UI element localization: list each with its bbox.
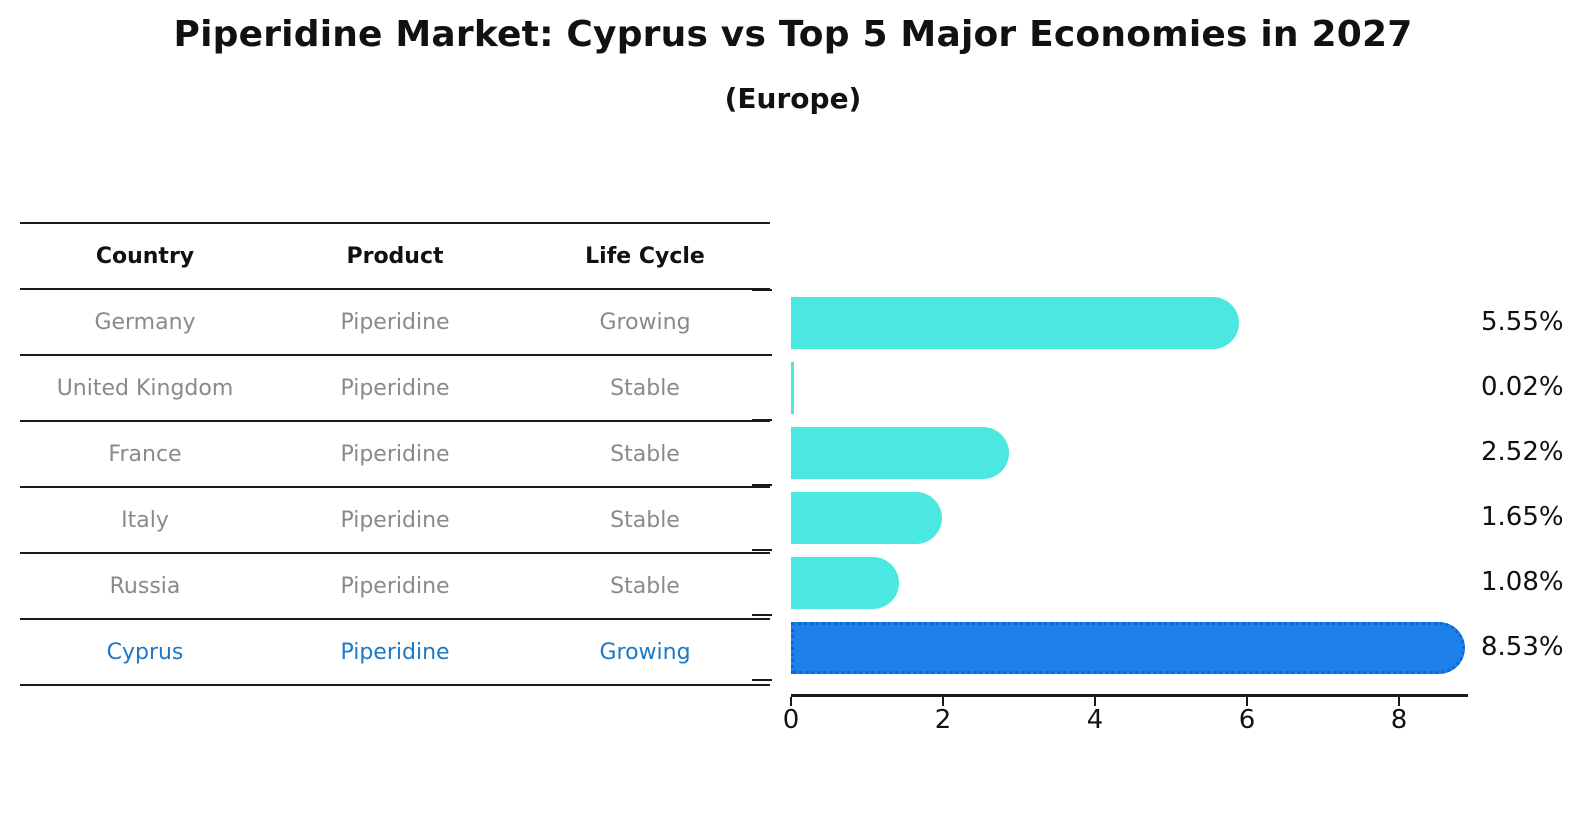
table-cell-life-cycle: Growing <box>599 639 691 665</box>
table-cell-product: Piperidine <box>340 441 450 467</box>
table-cell-product: Piperidine <box>340 309 450 335</box>
y-axis-tick <box>752 354 772 356</box>
table-cell-life-cycle: Stable <box>610 375 680 401</box>
table-body: Germany Piperidine Growing United Kingdo… <box>20 290 770 686</box>
bar-row <box>791 485 1468 550</box>
value-label: 5.55% <box>1481 307 1564 337</box>
x-axis-tick <box>1094 697 1096 706</box>
bar-row <box>791 550 1468 615</box>
x-axis-tick <box>942 697 944 706</box>
table-header-row: Country Product Life Cycle <box>20 224 770 290</box>
x-axis-tick-label: 2 <box>934 705 952 735</box>
bar-united-kingdom <box>791 361 794 414</box>
x-axis-tick <box>1246 697 1248 706</box>
value-labels: 5.55% 0.02% 2.52% 1.65% 1.08% 8.53% <box>1481 290 1564 680</box>
table-cell-life-cycle: Stable <box>610 441 680 467</box>
page-title: Piperidine Market: Cyprus vs Top 5 Major… <box>173 14 1413 55</box>
y-axis-tick <box>752 549 772 551</box>
table-row: Italy Piperidine Stable <box>20 488 770 554</box>
x-axis-tick-label: 8 <box>1390 705 1408 735</box>
table-row: Cyprus Piperidine Growing <box>20 620 770 686</box>
table-cell-country: United Kingdom <box>56 375 234 401</box>
value-label: 1.08% <box>1481 567 1564 597</box>
table-header-product: Product <box>346 243 444 269</box>
bar-germany <box>791 296 1239 349</box>
table-cell-country: Russia <box>109 573 181 599</box>
table-cell-country: France <box>108 441 182 467</box>
x-axis-tick-label: 4 <box>1086 705 1104 735</box>
table-cell-life-cycle: Stable <box>610 573 680 599</box>
table-header-country: Country <box>95 243 195 269</box>
table-cell-life-cycle: Stable <box>610 507 680 533</box>
table-row: France Piperidine Stable <box>20 422 770 488</box>
table-row: United Kingdom Piperidine Stable <box>20 356 770 422</box>
x-axis-tick <box>1398 697 1400 706</box>
bars <box>791 290 1468 680</box>
value-label: 0.02% <box>1481 372 1564 402</box>
bar-row <box>791 615 1468 680</box>
table-cell-country: Cyprus <box>106 639 184 665</box>
x-axis-tick-label: 6 <box>1238 705 1256 735</box>
y-axis-tick <box>752 289 772 291</box>
bar-row <box>791 420 1468 485</box>
y-axis-tick <box>752 679 772 681</box>
bar-row <box>791 355 1468 420</box>
table-cell-product: Piperidine <box>340 639 450 665</box>
y-axis-tick <box>752 614 772 616</box>
y-axis-tick <box>752 419 772 421</box>
country-table: Country Product Life Cycle Germany Piper… <box>20 222 770 686</box>
bar-row <box>791 290 1468 355</box>
table-cell-product: Piperidine <box>340 507 450 533</box>
table-header-life-cycle: Life Cycle <box>585 243 705 269</box>
x-axis-line <box>791 694 1468 697</box>
bar-russia <box>791 556 900 609</box>
table-row: Russia Piperidine Stable <box>20 554 770 620</box>
y-axis-tick <box>752 484 772 486</box>
table-row: Germany Piperidine Growing <box>20 290 770 356</box>
x-axis-tick-label: 0 <box>782 705 800 735</box>
bar-italy <box>791 491 943 544</box>
table-cell-country: Germany <box>94 309 196 335</box>
table-cell-country: Italy <box>121 507 169 533</box>
value-label: 8.53% <box>1481 632 1564 662</box>
table-cell-product: Piperidine <box>340 573 450 599</box>
bar-cyprus <box>791 621 1466 674</box>
table-cell-life-cycle: Growing <box>599 309 691 335</box>
page-subtitle: (Europe) <box>724 82 862 115</box>
value-label: 1.65% <box>1481 502 1564 532</box>
x-axis-tick <box>790 697 792 706</box>
table-cell-product: Piperidine <box>340 375 450 401</box>
bar-france <box>791 426 1009 479</box>
value-label: 2.52% <box>1481 437 1564 467</box>
